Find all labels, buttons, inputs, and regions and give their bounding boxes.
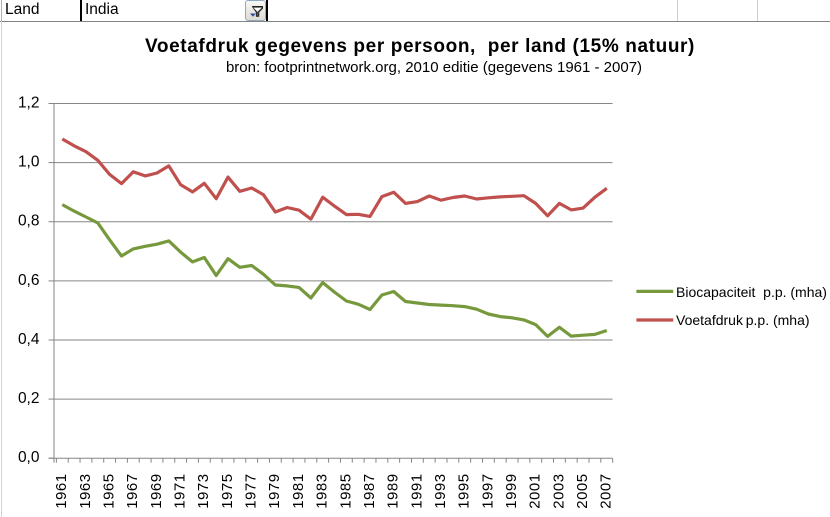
svg-text:1979: 1979 [266, 473, 283, 508]
svg-text:1963: 1963 [77, 473, 94, 508]
svg-text:1969: 1969 [148, 473, 165, 508]
svg-text:1985: 1985 [337, 473, 354, 508]
svg-text:1975: 1975 [219, 473, 236, 508]
svg-text:2003: 2003 [550, 473, 567, 508]
svg-text:1977: 1977 [243, 473, 260, 508]
svg-text:1997: 1997 [479, 473, 496, 508]
svg-text:1987: 1987 [361, 473, 378, 508]
svg-text:1961: 1961 [53, 473, 70, 508]
svg-text:1965: 1965 [101, 473, 118, 508]
svg-text:2007: 2007 [598, 473, 615, 508]
svg-text:0,4: 0,4 [18, 331, 40, 348]
svg-text:1993: 1993 [432, 473, 449, 508]
svg-text:1989: 1989 [385, 473, 402, 508]
svg-text:1971: 1971 [172, 473, 189, 508]
svg-text:1999: 1999 [503, 473, 520, 508]
svg-text:1983: 1983 [314, 473, 331, 508]
svg-text:1973: 1973 [195, 473, 212, 508]
svg-text:1991: 1991 [408, 473, 425, 508]
svg-text:2005: 2005 [574, 473, 591, 508]
svg-text:0,2: 0,2 [18, 390, 40, 407]
svg-text:0,6: 0,6 [18, 272, 40, 289]
svg-text:0,0: 0,0 [18, 449, 40, 466]
svg-text:1981: 1981 [290, 473, 307, 508]
svg-text:1967: 1967 [124, 473, 141, 508]
svg-text:1995: 1995 [456, 473, 473, 508]
svg-text:1,2: 1,2 [18, 95, 40, 112]
svg-text:1,0: 1,0 [18, 154, 40, 171]
svg-text:2001: 2001 [527, 473, 544, 508]
svg-text:0,8: 0,8 [18, 213, 40, 230]
